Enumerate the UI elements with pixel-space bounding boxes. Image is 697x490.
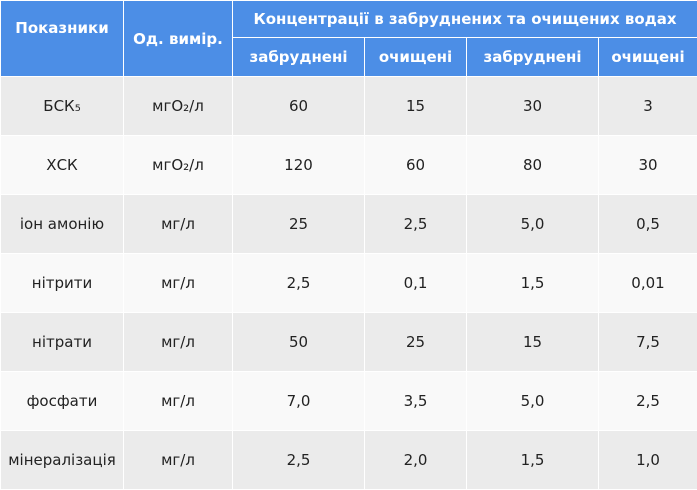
table-cell: 2,0	[365, 431, 467, 490]
table-cell: 80	[467, 136, 599, 195]
table-cell: 5,0	[467, 195, 599, 254]
table-cell: 0,5	[599, 195, 697, 254]
table-cell: ХСК	[1, 136, 124, 195]
table-cell: 2,5	[365, 195, 467, 254]
table-cell: фосфати	[1, 372, 124, 431]
table-cell: 120	[233, 136, 365, 195]
table-cell: нітрити	[1, 254, 124, 313]
table-cell: мг/л	[124, 254, 233, 313]
table-cell: 5,0	[467, 372, 599, 431]
table-cell: 1,5	[467, 254, 599, 313]
header-cell: Концентрації в забруднених та очищених в…	[233, 1, 697, 38]
table-cell: мг/л	[124, 431, 233, 490]
table-cell: БСК₅	[1, 77, 124, 136]
table-cell: 50	[233, 313, 365, 372]
table-cell: 1,5	[467, 431, 599, 490]
table-cell: мгО₂/л	[124, 136, 233, 195]
table-cell: мінералізація	[1, 431, 124, 490]
table-cell: 7,5	[599, 313, 697, 372]
table-cell: іон амонію	[1, 195, 124, 254]
table-cell: мг/л	[124, 372, 233, 431]
table-cell: 0,01	[599, 254, 697, 313]
table-cell: 15	[365, 77, 467, 136]
header-cell: очищені	[365, 38, 467, 77]
table-cell: 15	[467, 313, 599, 372]
table-cell: 60	[233, 77, 365, 136]
table-cell: 30	[467, 77, 599, 136]
table-cell: 25	[365, 313, 467, 372]
table-cell: 3	[599, 77, 697, 136]
header-cell: Од. вимір.	[124, 1, 233, 77]
table-cell: 3,5	[365, 372, 467, 431]
table-cell: 2,5	[599, 372, 697, 431]
table-cell: 60	[365, 136, 467, 195]
table-cell: 25	[233, 195, 365, 254]
table-cell: 2,5	[233, 431, 365, 490]
table-cell: мг/л	[124, 195, 233, 254]
table-cell: 1,0	[599, 431, 697, 490]
table-cell: 7,0	[233, 372, 365, 431]
header-cell: забруднені	[467, 38, 599, 77]
table-cell: нітрати	[1, 313, 124, 372]
header-cell: Показники	[1, 1, 124, 77]
header-cell: очищені	[599, 38, 697, 77]
table-cell: 2,5	[233, 254, 365, 313]
table-cell: мгО₂/л	[124, 77, 233, 136]
table-cell: 0,1	[365, 254, 467, 313]
header-cell: забруднені	[233, 38, 365, 77]
table-cell: мг/л	[124, 313, 233, 372]
table-cell: 30	[599, 136, 697, 195]
